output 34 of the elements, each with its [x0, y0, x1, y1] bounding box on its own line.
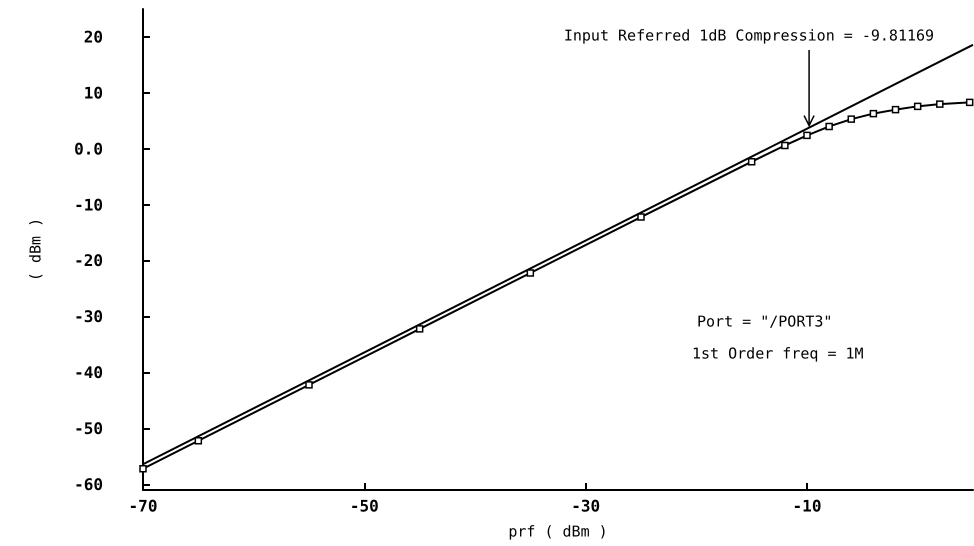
y-tick-label: -30	[74, 307, 103, 326]
point	[781, 142, 789, 150]
point	[416, 325, 424, 333]
y-tick-label: 10	[84, 83, 103, 102]
y-tick-label: 20	[84, 27, 103, 46]
y-tick-label: 0.0	[74, 139, 103, 158]
point	[139, 464, 147, 472]
point	[914, 102, 922, 110]
x-tick-label: -70	[128, 496, 158, 516]
x-tick-label: -30	[571, 496, 600, 516]
y-tick-label: -40	[74, 363, 103, 382]
point	[966, 98, 974, 106]
y-tick-label: -60	[74, 474, 103, 494]
x-tick-label: -50	[350, 496, 379, 516]
point	[825, 122, 833, 130]
point	[936, 100, 944, 108]
annotation: Port = "/PORT3"	[697, 312, 832, 330]
y-axis-title: ( dBm )	[26, 218, 44, 282]
point	[194, 437, 202, 445]
annotation: Input Referred 1dB Compression = -9.81169	[564, 26, 934, 44]
point	[892, 106, 900, 114]
point	[870, 110, 878, 118]
point	[803, 132, 811, 140]
y-tick-label: -50	[74, 418, 103, 438]
point	[848, 115, 856, 123]
y-tick-label: -20	[74, 251, 103, 270]
point	[637, 213, 645, 221]
annotation: 1st Order freq = 1M	[692, 344, 864, 362]
y-tick-label: -10	[74, 195, 103, 214]
point	[748, 158, 756, 166]
point	[305, 381, 313, 389]
point	[526, 269, 534, 277]
x-axis-title: prf ( dBm )	[508, 522, 608, 540]
x-tick-label: -10	[792, 496, 822, 516]
